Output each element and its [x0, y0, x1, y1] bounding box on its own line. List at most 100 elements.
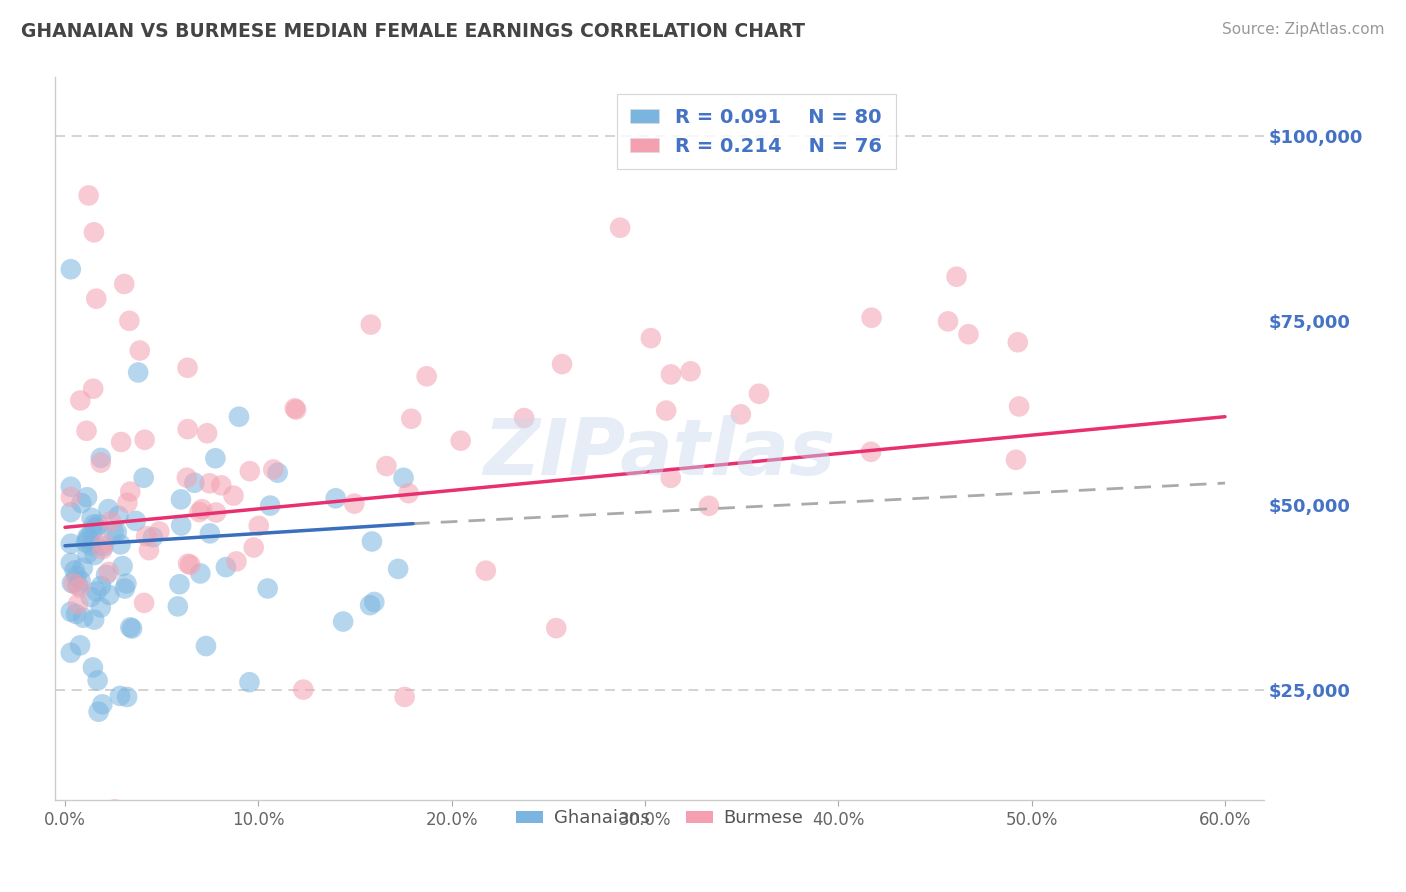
Text: ZIPatlas: ZIPatlas [484, 416, 835, 491]
Point [195, 426, 218, 441]
Point [398, 486, 420, 500]
Point [115, 690, 138, 704]
Point [80, 510, 103, 524]
Point [387, 562, 409, 576]
Point [110, 537, 132, 551]
Point [176, 471, 198, 485]
Point [80, 590, 103, 604]
Point [169, 577, 191, 591]
Point [176, 360, 198, 375]
Point [1005, 452, 1028, 467]
Point [118, 314, 141, 328]
Point [125, 514, 148, 528]
Point [69, 638, 91, 652]
Point [262, 462, 284, 476]
Point [183, 475, 205, 490]
Point [70, 496, 93, 510]
Point [247, 519, 270, 533]
Point [82, 382, 104, 396]
Point [91, 542, 114, 557]
Point [87, 517, 110, 532]
Point [90, 456, 112, 470]
Point [90, 579, 112, 593]
Point [209, 478, 232, 492]
Point [361, 534, 384, 549]
Point [67, 597, 90, 611]
Point [69, 574, 91, 588]
Point [132, 596, 155, 610]
Point [59, 262, 82, 277]
Point [238, 675, 260, 690]
Point [75, 535, 97, 549]
Point [104, 802, 127, 816]
Point [105, 524, 128, 539]
Point [76, 490, 98, 504]
Point [697, 499, 720, 513]
Legend: Ghanaians, Burmese: Ghanaians, Burmese [509, 802, 811, 835]
Point [111, 559, 134, 574]
Point [112, 277, 135, 291]
Point [59, 537, 82, 551]
Point [242, 541, 264, 555]
Point [62, 576, 84, 591]
Point [142, 530, 165, 544]
Point [108, 689, 131, 703]
Point [359, 598, 381, 612]
Point [94, 567, 117, 582]
Point [170, 518, 193, 533]
Point [135, 529, 157, 543]
Point [205, 506, 228, 520]
Point [83, 517, 105, 532]
Point [551, 357, 574, 371]
Point [450, 434, 472, 448]
Text: Source: ZipAtlas.com: Source: ZipAtlas.com [1222, 22, 1385, 37]
Point [936, 314, 959, 328]
Point [86, 584, 108, 599]
Point [83, 548, 105, 562]
Text: GHANAIAN VS BURMESE MEDIAN FEMALE EARNINGS CORRELATION CHART: GHANAIAN VS BURMESE MEDIAN FEMALE EARNIN… [21, 22, 806, 41]
Point [93, 540, 115, 554]
Point [188, 566, 211, 581]
Point [80, 524, 103, 539]
Point [127, 366, 149, 380]
Point [59, 480, 82, 494]
Point [115, 576, 138, 591]
Point [284, 401, 307, 416]
Point [69, 393, 91, 408]
Point [285, 402, 308, 417]
Point [177, 557, 200, 571]
Point [513, 411, 536, 425]
Point [222, 489, 245, 503]
Point [225, 554, 247, 568]
Point [259, 499, 281, 513]
Point [292, 682, 315, 697]
Point [100, 514, 122, 528]
Point [84, 521, 107, 535]
Point [59, 556, 82, 570]
Point [215, 560, 238, 574]
Point [957, 327, 980, 342]
Point [77, 188, 100, 202]
Point [198, 476, 221, 491]
Point [83, 225, 105, 239]
Point [63, 564, 86, 578]
Point [363, 595, 385, 609]
Point [77, 532, 100, 546]
Point [59, 646, 82, 660]
Point [110, 435, 132, 450]
Point [1008, 400, 1031, 414]
Point [59, 605, 82, 619]
Point [114, 582, 136, 596]
Point [120, 484, 142, 499]
Point [84, 292, 107, 306]
Point [83, 613, 105, 627]
Point [59, 490, 82, 504]
Point [394, 690, 416, 704]
Point [121, 622, 143, 636]
Point [415, 369, 437, 384]
Point [659, 368, 682, 382]
Point [65, 569, 87, 583]
Point [860, 310, 883, 325]
Point [188, 505, 211, 519]
Point [360, 318, 382, 332]
